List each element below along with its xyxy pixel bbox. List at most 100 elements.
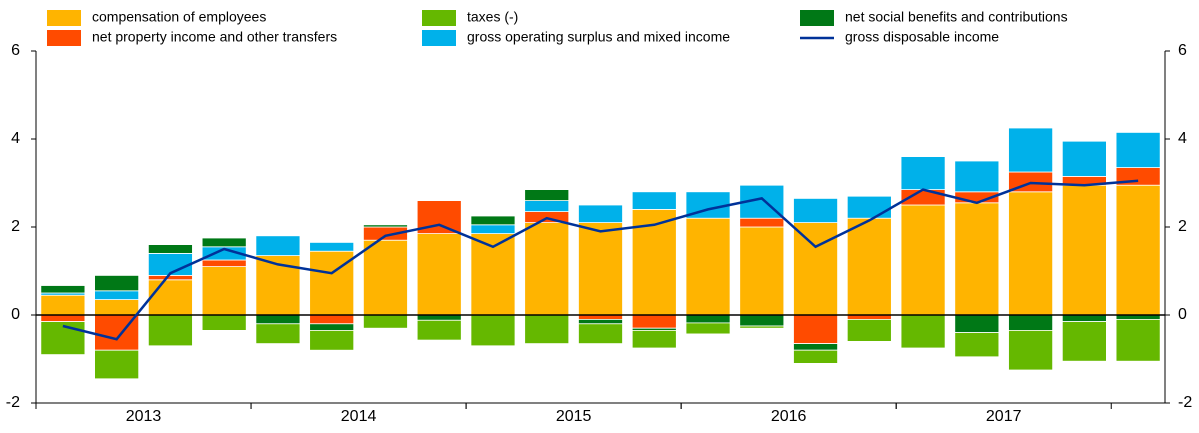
bar-segment bbox=[363, 224, 408, 228]
bar-segment bbox=[470, 215, 516, 226]
bar-segment bbox=[1115, 184, 1161, 316]
y2-tick-label: 0 bbox=[1178, 306, 1187, 323]
x-tick-label: 2017 bbox=[986, 408, 1022, 425]
legend-label: net social benefits and contributions bbox=[845, 9, 1068, 25]
bar-segment bbox=[94, 290, 140, 300]
bar-segment bbox=[309, 314, 355, 325]
bar-segment bbox=[40, 294, 86, 316]
bar-segment bbox=[846, 217, 892, 316]
legend-label: net property income and other transfers bbox=[92, 29, 337, 45]
bar-segment bbox=[309, 323, 355, 331]
bar-segment bbox=[1115, 131, 1161, 168]
bar-segment bbox=[524, 222, 570, 316]
bar-segment bbox=[309, 250, 355, 316]
bar-segment bbox=[416, 233, 462, 316]
bar-segment bbox=[1008, 314, 1054, 331]
bar-segment bbox=[1061, 321, 1107, 362]
bar-segment bbox=[900, 314, 946, 349]
legend-swatch bbox=[422, 10, 456, 26]
bar-segment bbox=[793, 349, 838, 364]
bar-segment bbox=[524, 200, 570, 213]
legend-swatch bbox=[800, 10, 834, 26]
bar-segment bbox=[201, 314, 247, 331]
bar-segment bbox=[900, 204, 946, 316]
bar-segment bbox=[846, 195, 892, 219]
bar-segment bbox=[846, 318, 892, 342]
bar-segment bbox=[309, 241, 355, 252]
bar-segment bbox=[363, 314, 408, 329]
bar-segment bbox=[631, 191, 677, 210]
bar-segment bbox=[309, 329, 355, 351]
y-tick-label: 4 bbox=[11, 130, 20, 147]
bar-segment bbox=[201, 237, 247, 248]
bar-segment bbox=[739, 325, 785, 329]
y2-tick-label: 4 bbox=[1178, 130, 1187, 147]
y2-tick-label: 2 bbox=[1178, 218, 1187, 235]
bar-segment bbox=[685, 217, 731, 316]
legend-swatch bbox=[47, 30, 81, 46]
bar-segment bbox=[147, 279, 193, 316]
bar-segment bbox=[631, 329, 677, 349]
legend-label: taxes (-) bbox=[467, 9, 518, 25]
bar-segment bbox=[793, 314, 838, 345]
bar-segment bbox=[900, 156, 946, 191]
bar-segment bbox=[739, 217, 785, 228]
bar-segment bbox=[1061, 140, 1107, 177]
bar-segment bbox=[578, 323, 623, 344]
legend-swatch bbox=[422, 30, 456, 46]
bar-segment bbox=[147, 314, 193, 347]
bar-segment bbox=[578, 222, 623, 316]
bar-segment bbox=[1061, 184, 1107, 316]
bar-segment bbox=[255, 323, 301, 344]
bar-segment bbox=[739, 314, 785, 327]
bar-segment bbox=[363, 239, 408, 316]
x-tick-label: 2014 bbox=[341, 408, 377, 425]
bar-segment bbox=[793, 197, 838, 223]
legend-label: gross disposable income bbox=[845, 29, 999, 45]
x-tick-label: 2016 bbox=[771, 408, 807, 425]
bar-segment bbox=[631, 314, 677, 329]
bar-segment bbox=[1008, 127, 1054, 173]
bar-segment bbox=[524, 314, 570, 345]
bar-segment bbox=[524, 189, 570, 202]
x-tick-label: 2015 bbox=[556, 408, 592, 425]
y-tick-label: 0 bbox=[11, 306, 20, 323]
bar-segment bbox=[201, 266, 247, 316]
bar-segment bbox=[40, 285, 86, 294]
bar-segment bbox=[1008, 191, 1054, 316]
x-tick-label: 2013 bbox=[126, 408, 162, 425]
y-tick-label: -2 bbox=[6, 394, 20, 411]
bar-segment bbox=[470, 314, 516, 347]
legend-swatch bbox=[47, 10, 81, 26]
bar-segment bbox=[94, 299, 140, 316]
bar-segment bbox=[685, 322, 731, 335]
bar-segment bbox=[1061, 314, 1107, 322]
y2-tick-label: -2 bbox=[1178, 394, 1192, 411]
bar-segment bbox=[739, 226, 785, 316]
bar-segment bbox=[1008, 329, 1054, 371]
y-tick-label: 6 bbox=[11, 42, 20, 59]
bar-segment bbox=[470, 224, 516, 235]
bar-segment bbox=[793, 343, 838, 351]
bar-segment bbox=[416, 319, 462, 341]
bar-segment bbox=[578, 318, 623, 325]
bar-segment bbox=[40, 314, 86, 322]
y2-tick-label: 6 bbox=[1178, 42, 1187, 59]
bar-segment bbox=[147, 274, 193, 281]
y-tick-label: 2 bbox=[11, 218, 20, 235]
bar-segment bbox=[147, 244, 193, 254]
bar-segment bbox=[94, 349, 140, 380]
bar-segment bbox=[255, 235, 301, 257]
bar-segment bbox=[255, 314, 301, 325]
bar-segment bbox=[1115, 318, 1161, 362]
bar-segment bbox=[954, 314, 1000, 334]
bar-segment bbox=[416, 314, 462, 321]
bar-segment bbox=[578, 204, 623, 224]
bar-segment bbox=[685, 314, 731, 324]
bar-segment bbox=[954, 332, 1000, 358]
bar-segment bbox=[954, 202, 1000, 316]
bar-segment bbox=[94, 274, 140, 292]
bar-segment bbox=[201, 259, 247, 267]
bar-segment bbox=[954, 160, 1000, 193]
